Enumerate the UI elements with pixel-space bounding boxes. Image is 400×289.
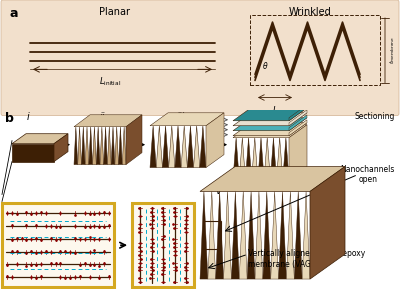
Polygon shape	[233, 113, 307, 126]
Polygon shape	[82, 127, 85, 164]
Polygon shape	[156, 126, 162, 168]
Polygon shape	[150, 126, 156, 168]
Text: ii: ii	[99, 112, 105, 122]
Polygon shape	[302, 191, 310, 279]
Text: i: i	[27, 112, 29, 122]
Polygon shape	[162, 126, 169, 168]
Polygon shape	[115, 127, 118, 164]
Polygon shape	[194, 126, 200, 168]
Text: v: v	[215, 186, 221, 197]
Text: iii: iii	[177, 112, 185, 122]
Polygon shape	[310, 166, 345, 279]
Polygon shape	[232, 191, 239, 279]
Polygon shape	[233, 125, 307, 138]
Polygon shape	[233, 108, 307, 121]
Polygon shape	[233, 118, 307, 131]
Polygon shape	[118, 127, 122, 164]
FancyBboxPatch shape	[132, 203, 194, 287]
Polygon shape	[289, 115, 307, 131]
Text: iv: iv	[264, 112, 272, 122]
Text: Planar: Planar	[100, 7, 130, 17]
Polygon shape	[264, 138, 270, 179]
Polygon shape	[100, 127, 104, 164]
Polygon shape	[122, 127, 126, 164]
Polygon shape	[150, 113, 224, 126]
Polygon shape	[108, 127, 111, 164]
Polygon shape	[286, 191, 294, 279]
Polygon shape	[278, 191, 286, 279]
Polygon shape	[12, 134, 68, 144]
Polygon shape	[89, 127, 92, 164]
Polygon shape	[239, 191, 247, 279]
Polygon shape	[187, 126, 194, 168]
Polygon shape	[206, 113, 224, 168]
Polygon shape	[216, 191, 224, 279]
Polygon shape	[169, 126, 175, 168]
Text: $L_{\mathrm{initial}}$: $L_{\mathrm{initial}}$	[99, 75, 121, 88]
Polygon shape	[224, 191, 232, 279]
Text: a: a	[10, 7, 18, 20]
Polygon shape	[126, 115, 142, 164]
Bar	[12, 144, 54, 162]
Text: $L$: $L$	[272, 103, 278, 114]
Polygon shape	[289, 125, 307, 179]
Text: Sectioning: Sectioning	[355, 112, 395, 121]
Polygon shape	[276, 138, 283, 179]
FancyBboxPatch shape	[2, 203, 114, 287]
Polygon shape	[96, 127, 100, 164]
Polygon shape	[247, 191, 255, 279]
Polygon shape	[200, 126, 206, 168]
Polygon shape	[175, 126, 181, 168]
Polygon shape	[85, 127, 89, 164]
Polygon shape	[289, 110, 307, 126]
Polygon shape	[104, 127, 108, 164]
Polygon shape	[233, 123, 307, 136]
Polygon shape	[271, 191, 278, 279]
Polygon shape	[233, 138, 239, 179]
Polygon shape	[181, 126, 187, 168]
Text: Wrinkled: Wrinkled	[289, 7, 331, 17]
Polygon shape	[263, 191, 271, 279]
Polygon shape	[200, 191, 208, 279]
FancyBboxPatch shape	[1, 0, 399, 116]
Polygon shape	[78, 127, 82, 164]
Polygon shape	[255, 191, 263, 279]
Polygon shape	[258, 138, 264, 179]
Polygon shape	[270, 138, 276, 179]
Text: Nanochannels
open: Nanochannels open	[341, 165, 395, 184]
Polygon shape	[92, 127, 96, 164]
Bar	[203, 221, 221, 249]
Polygon shape	[289, 120, 307, 136]
Polygon shape	[74, 127, 78, 164]
Polygon shape	[200, 166, 345, 191]
Text: Vertically aligned Zr-GO/epoxy
membrane (VAGME): Vertically aligned Zr-GO/epoxy membrane …	[248, 249, 365, 269]
Polygon shape	[252, 138, 258, 179]
Polygon shape	[54, 134, 68, 162]
Polygon shape	[208, 191, 216, 279]
Polygon shape	[74, 115, 142, 127]
Polygon shape	[294, 191, 302, 279]
Text: $\theta$: $\theta$	[262, 60, 268, 71]
Polygon shape	[111, 127, 115, 164]
Polygon shape	[289, 105, 307, 121]
Polygon shape	[283, 138, 289, 179]
Polygon shape	[246, 138, 252, 179]
Polygon shape	[239, 138, 246, 179]
Text: $t_{\mathrm{membrane}}$: $t_{\mathrm{membrane}}$	[388, 36, 397, 64]
Text: b: b	[5, 112, 14, 125]
